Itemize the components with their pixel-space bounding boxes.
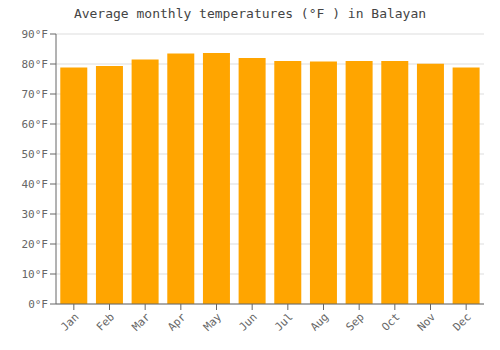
- svg-text:Apr: Apr: [165, 310, 189, 334]
- svg-text:80°F: 80°F: [22, 58, 49, 71]
- svg-text:Mar: Mar: [130, 310, 154, 334]
- html-text:Average monthly temperatures (: Average monthly temperatures (°F ) in Ba…: [73, 6, 427, 21]
- svg-text:Jul: Jul: [272, 310, 295, 333]
- svg-text:Aug: Aug: [308, 310, 331, 333]
- svg-text:90°F: 90°F: [22, 28, 49, 41]
- svg-text:Feb: Feb: [94, 310, 117, 333]
- svg-text:70°F: 70°F: [22, 88, 49, 101]
- svg-text:Oct: Oct: [379, 310, 402, 333]
- svg-text:Sep: Sep: [344, 310, 367, 333]
- svg-text:30°F: 30°F: [22, 208, 49, 221]
- svg-text:Nov: Nov: [415, 310, 439, 334]
- svg-text:50°F: 50°F: [22, 148, 49, 161]
- svg-text:Jan: Jan: [58, 310, 81, 333]
- svg-text:0°F: 0°F: [28, 298, 48, 311]
- svg-text:Dec: Dec: [451, 310, 474, 333]
- svg-text:40°F: 40°F: [22, 178, 49, 191]
- svg-text:May: May: [201, 310, 225, 334]
- svg-text:Jun: Jun: [237, 310, 260, 333]
- svg-text:60°F: 60°F: [22, 118, 49, 131]
- svg-text:20°F: 20°F: [22, 238, 49, 251]
- svg-text:10°F: 10°F: [22, 268, 49, 281]
